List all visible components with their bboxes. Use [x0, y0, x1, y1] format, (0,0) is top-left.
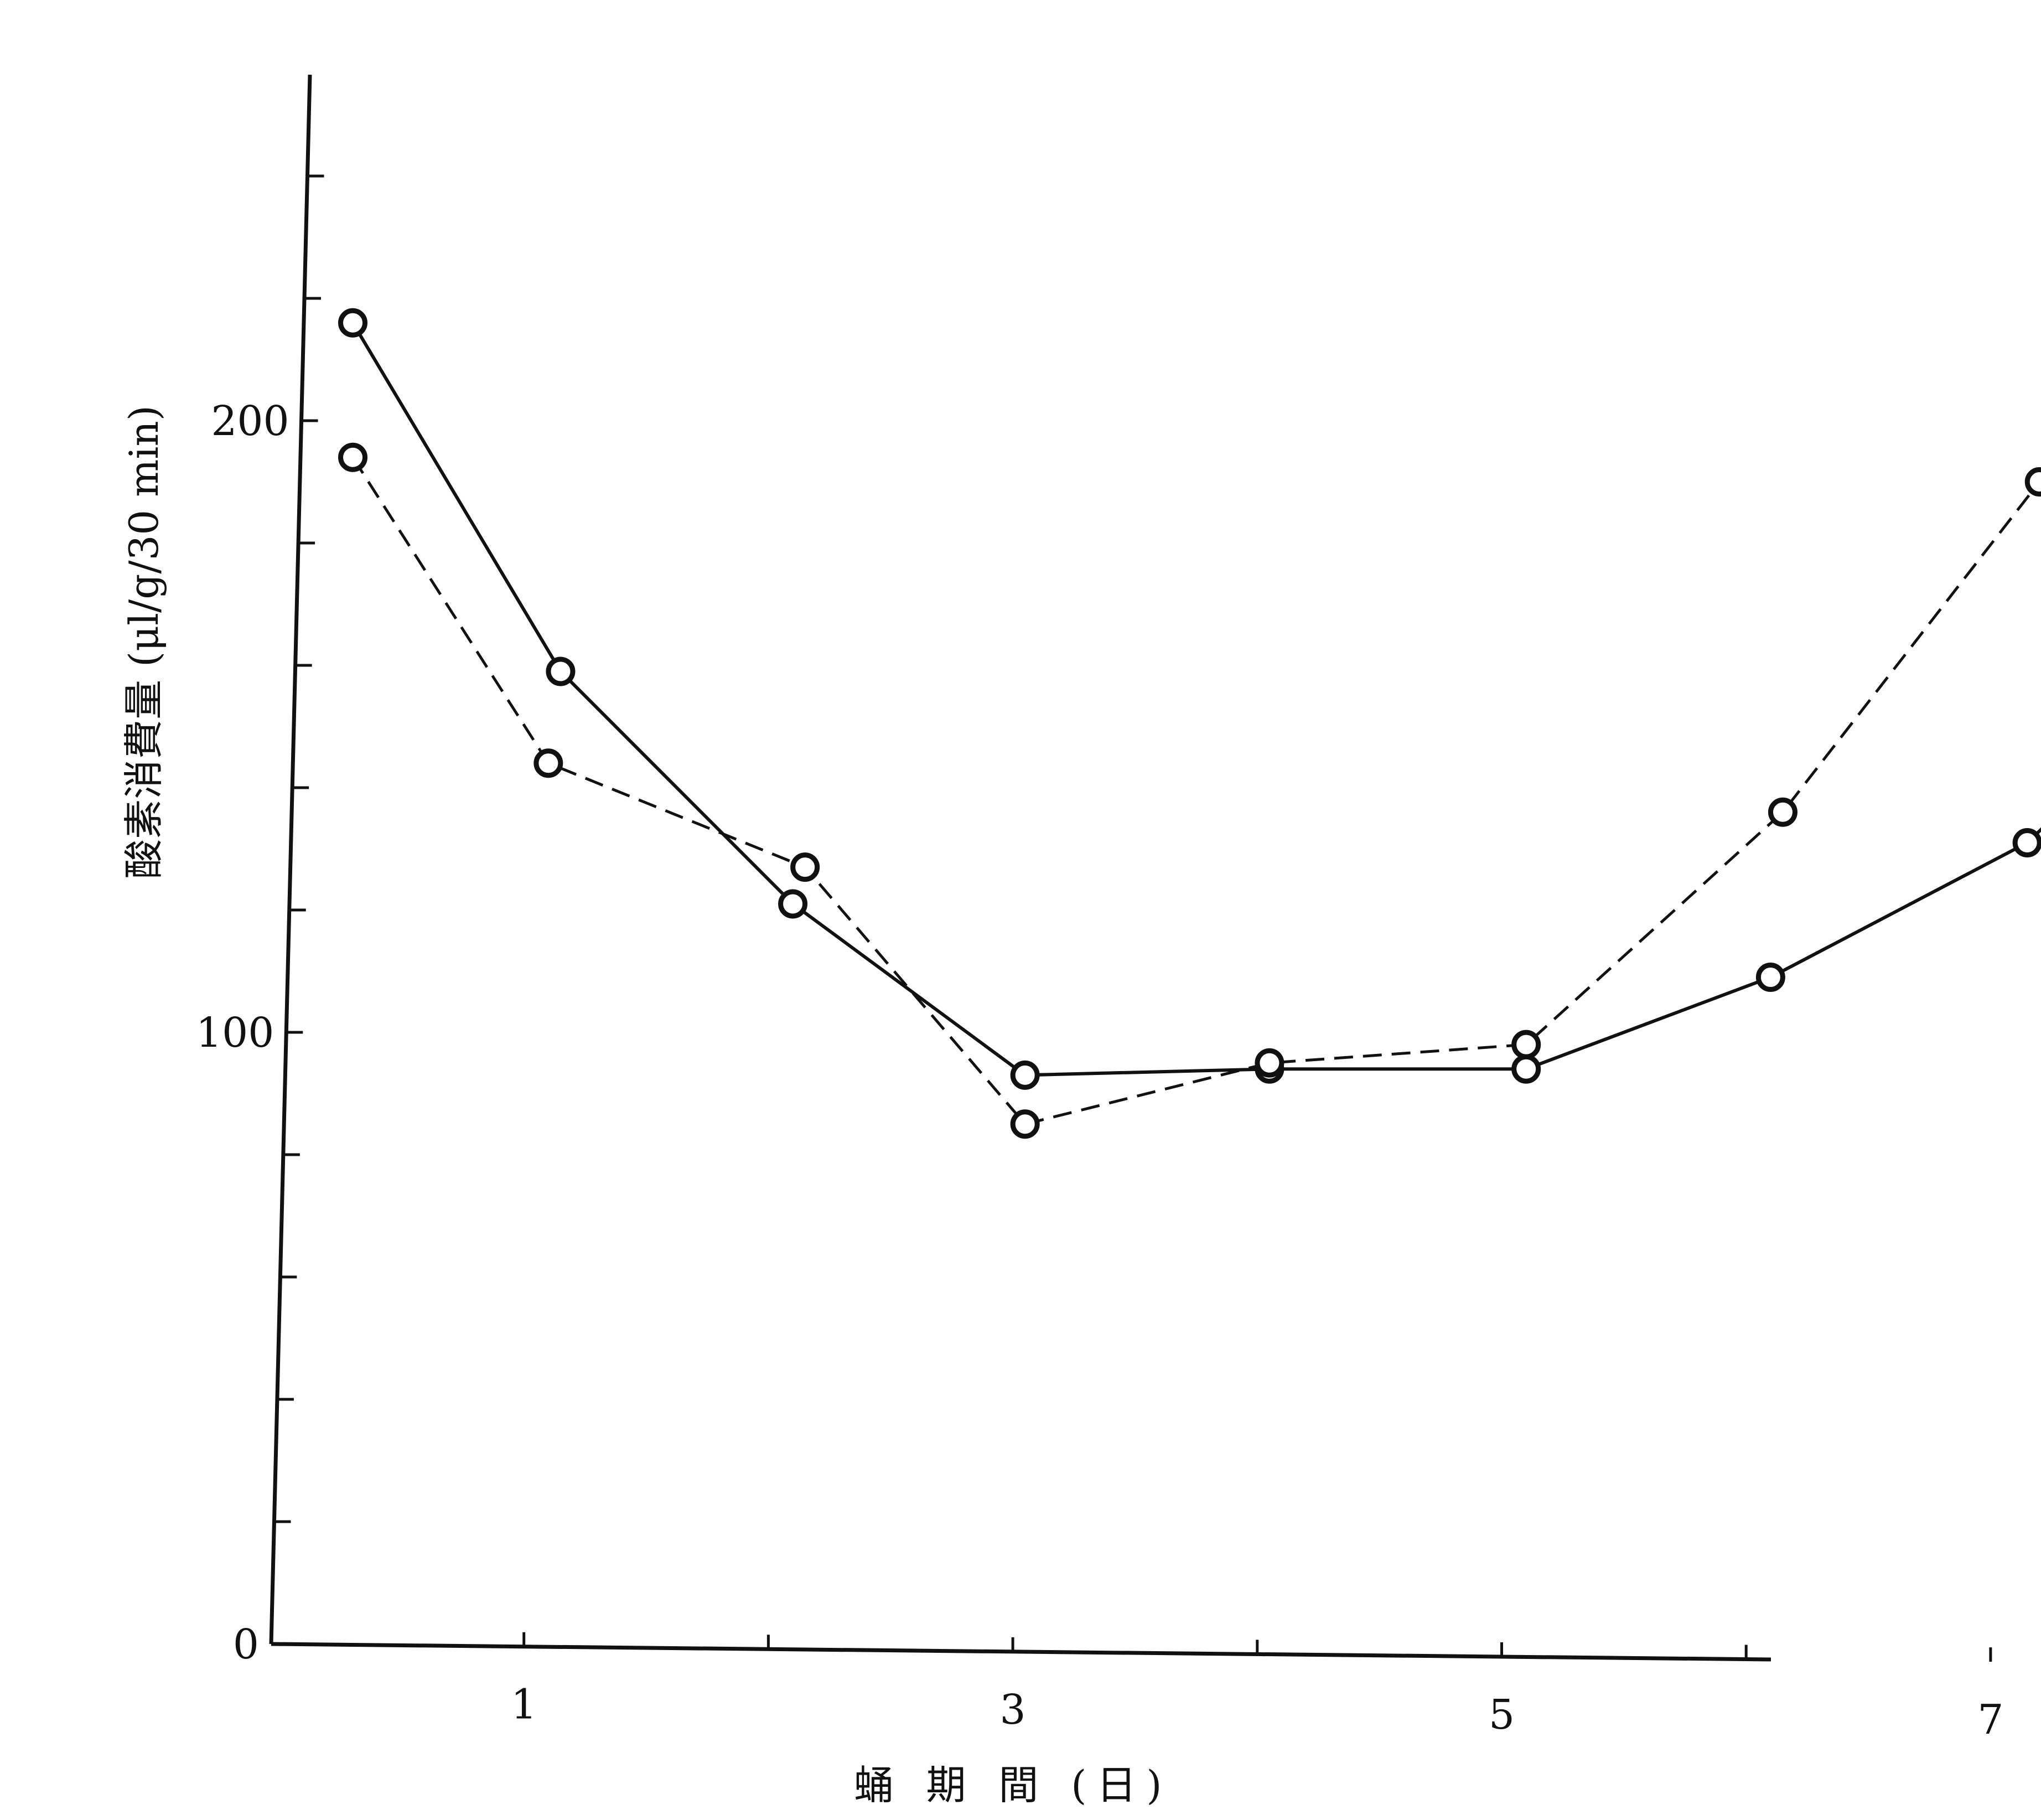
- y-tick-label: 100: [196, 1009, 274, 1057]
- series-1-point: [1511, 1054, 1541, 1084]
- series-1-point: [778, 889, 808, 919]
- series-1-point: [546, 656, 576, 686]
- x-axis-title: 蛹 期 間 (日): [854, 1762, 1172, 1808]
- series-1-point: [1755, 963, 1785, 992]
- series-1-point: [2012, 828, 2041, 857]
- x-tick-label: 3: [1000, 1686, 1026, 1734]
- series-1-point: [1010, 1060, 1040, 1090]
- y-axis-title: 酸素消費量 (μl/g/30 min): [121, 405, 167, 879]
- series-2-point: [1768, 797, 1797, 827]
- x-tick-label: 5: [1489, 1691, 1515, 1739]
- series-2-point: [790, 852, 820, 882]
- x-ticks: 1357911: [511, 1632, 2003, 1744]
- x-axis: [271, 1642, 1771, 1662]
- series-2-point: [2024, 467, 2041, 497]
- series-2-point: [533, 748, 563, 778]
- x-tick-label: 7: [1977, 1696, 2003, 1744]
- series-2-line: [351, 456, 2041, 1126]
- series-2-point: [338, 442, 368, 472]
- series-1-point: [338, 308, 368, 338]
- y-tick-label: 200: [211, 397, 289, 445]
- series-1-line: [351, 322, 2041, 1077]
- y-tick-label: 0: [233, 1621, 259, 1668]
- y-axis: [269, 74, 312, 1645]
- series-2-point: [1255, 1048, 1284, 1078]
- y-ticks: 0 100 200: [196, 174, 324, 1668]
- x-tick-label: 1: [511, 1681, 537, 1729]
- series-2-point: [1010, 1109, 1040, 1139]
- series-layer: [338, 308, 2041, 1139]
- series-2-point: [1511, 1030, 1541, 1059]
